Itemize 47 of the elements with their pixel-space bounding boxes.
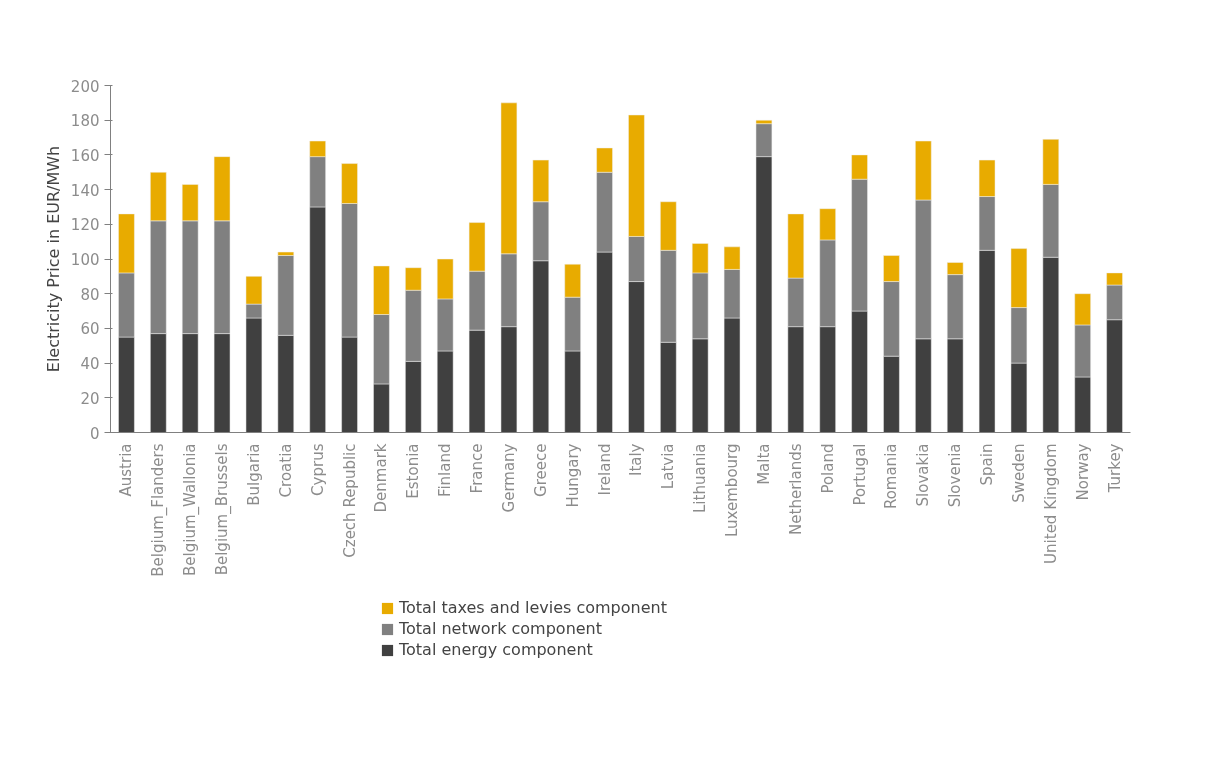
y-tick-label: 20 <box>80 389 100 408</box>
x-tick-label: Netherlands <box>786 443 805 535</box>
x-tick-label: Austria <box>117 443 136 497</box>
x-tick-label: Ireland <box>595 443 614 496</box>
x-tick-label: Germany <box>499 443 518 513</box>
x-tick-label: Sweden <box>1009 443 1028 503</box>
x-tick-label: Estonia <box>404 443 423 499</box>
y-tick-label: 200 <box>70 77 100 96</box>
x-tick-label: Turkey <box>1105 443 1124 494</box>
y-axis-title: Electricity Price in EUR/MWh <box>43 145 63 373</box>
x-tick-label: Denmark <box>372 443 391 513</box>
legend-label: Total energy component <box>399 640 593 659</box>
x-tick-label: Latvia <box>659 443 678 490</box>
x-tick-label: Belgium_Brussels <box>213 443 233 576</box>
legend-label: Total network component <box>399 619 603 638</box>
y-tick-label: 0 <box>89 424 100 443</box>
x-tick-label: Norway <box>1073 443 1092 501</box>
y-tick-label: 140 <box>70 181 100 200</box>
x-tick-label: United Kingdom <box>1041 443 1060 564</box>
x-tick-label: Lithuania <box>691 443 710 513</box>
x-tick-label: Poland <box>818 443 837 494</box>
y-tick-label: 100 <box>70 251 100 269</box>
x-tick-label: France <box>468 443 487 494</box>
x-tick-label: Bulgaria <box>244 443 263 506</box>
x-tick-label: Cyprus <box>308 443 327 496</box>
x-tick-label: Portugal <box>850 443 869 506</box>
y-tick-label: 40 <box>80 355 100 374</box>
x-tick-label: Malta <box>754 443 773 485</box>
y-tick-label: 180 <box>70 112 100 131</box>
x-tick-label: Hungary <box>563 443 582 508</box>
legend-label: Total taxes and levies component <box>399 598 667 617</box>
y-tick-label: 120 <box>70 216 100 235</box>
x-tick-label: Czech Republic <box>340 443 359 558</box>
x-tick-label: Belgium_Wallonia <box>181 443 201 576</box>
y-tick-label: 80 <box>80 285 100 304</box>
x-tick-label: Spain <box>978 443 997 486</box>
x-tick-label: Greece <box>531 443 550 497</box>
x-tick-label: Slovakia <box>914 443 933 507</box>
x-tick-label: Croatia <box>276 443 295 498</box>
y-tick-label: 60 <box>80 320 100 339</box>
x-tick-label: Luxembourg <box>723 443 742 537</box>
x-tick-label: Belgium_Flanders <box>149 443 169 577</box>
y-tick-label: 160 <box>70 146 100 165</box>
x-tick-label: Finland <box>436 443 455 498</box>
x-tick-label: Slovenia <box>946 443 965 508</box>
x-tick-label: Italy <box>627 443 646 477</box>
x-tick-label: Romania <box>882 443 901 510</box>
